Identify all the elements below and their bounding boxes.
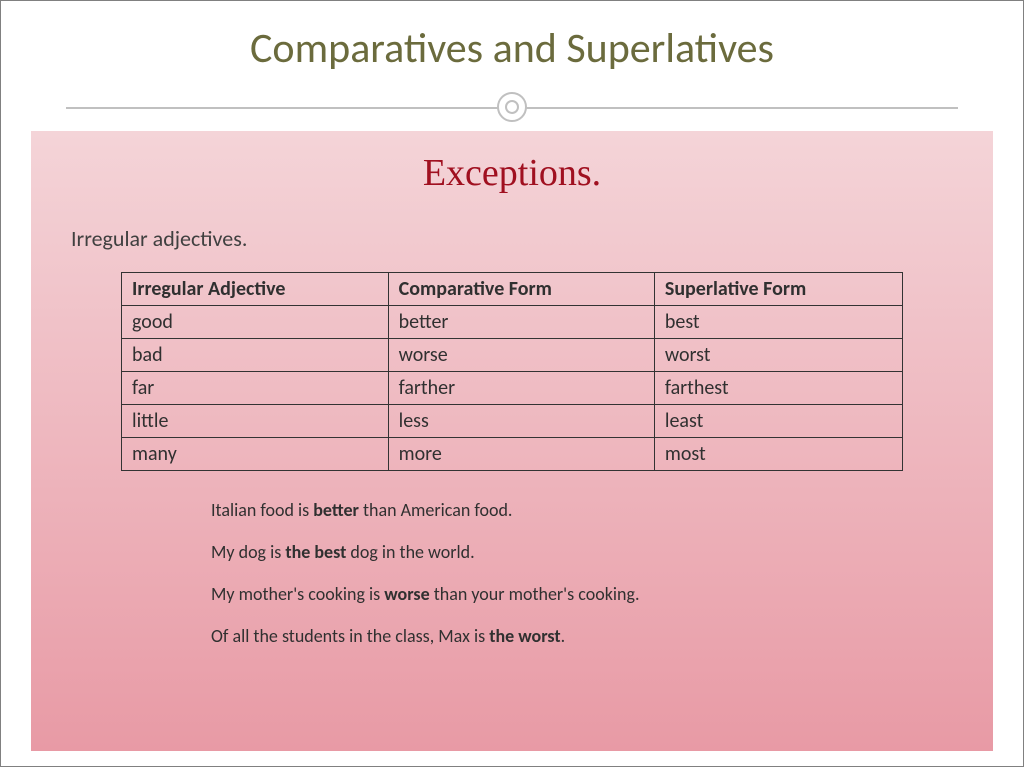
table-row: good better best <box>122 306 903 339</box>
subtitle: Exceptions. <box>31 131 993 195</box>
example-text: My dog is <box>211 541 285 563</box>
example-bold: the best <box>285 541 346 563</box>
adjectives-table: Irregular Adjective Comparative Form Sup… <box>121 272 903 471</box>
example-text: Italian food is <box>211 499 313 521</box>
examples-block: Italian food is better than American foo… <box>211 499 993 647</box>
table-cell: best <box>654 306 902 339</box>
table-wrapper: Irregular Adjective Comparative Form Sup… <box>121 272 903 471</box>
example-sentence: My dog is the best dog in the world. <box>211 541 993 563</box>
example-sentence: Italian food is better than American foo… <box>211 499 993 521</box>
slide: Comparatives and Superlatives Exceptions… <box>0 0 1024 767</box>
table-cell: good <box>122 306 389 339</box>
example-bold: worse <box>384 583 429 605</box>
table-cell: many <box>122 438 389 471</box>
table-cell: least <box>654 405 902 438</box>
example-text: My mother's cooking is <box>211 583 384 605</box>
example-bold: better <box>313 499 359 521</box>
table-cell: most <box>654 438 902 471</box>
table-row: little less least <box>122 405 903 438</box>
example-sentence: Of all the students in the class, Max is… <box>211 625 993 647</box>
table-cell: bad <box>122 339 389 372</box>
table-cell: far <box>122 372 389 405</box>
example-text: dog in the world. <box>346 541 474 563</box>
table-header: Comparative Form <box>388 273 654 306</box>
example-text: than American food. <box>359 499 513 521</box>
table-cell: worse <box>388 339 654 372</box>
table-cell: little <box>122 405 389 438</box>
table-row: far farther farthest <box>122 372 903 405</box>
table-cell: less <box>388 405 654 438</box>
table-cell: farthest <box>654 372 902 405</box>
table-row: many more most <box>122 438 903 471</box>
table-cell: farther <box>388 372 654 405</box>
table-header: Irregular Adjective <box>122 273 389 306</box>
table-cell: worst <box>654 339 902 372</box>
table-header-row: Irregular Adjective Comparative Form Sup… <box>122 273 903 306</box>
table-cell: better <box>388 306 654 339</box>
divider <box>1 92 1023 122</box>
section-label: Irregular adjectives. <box>71 225 993 252</box>
divider-inner-circle <box>505 100 519 114</box>
example-bold: the worst <box>489 625 560 647</box>
table-row: bad worse worst <box>122 339 903 372</box>
divider-circle <box>497 92 527 122</box>
slide-title: Comparatives and Superlatives <box>1 1 1023 74</box>
example-text: . <box>561 625 566 647</box>
example-sentence: My mother's cooking is worse than your m… <box>211 583 993 605</box>
example-text: Of all the students in the class, Max is <box>211 625 489 647</box>
example-text: than your mother's cooking. <box>430 583 640 605</box>
table-cell: more <box>388 438 654 471</box>
content-area: Exceptions. Irregular adjectives. Irregu… <box>31 131 993 751</box>
table-header: Superlative Form <box>654 273 902 306</box>
